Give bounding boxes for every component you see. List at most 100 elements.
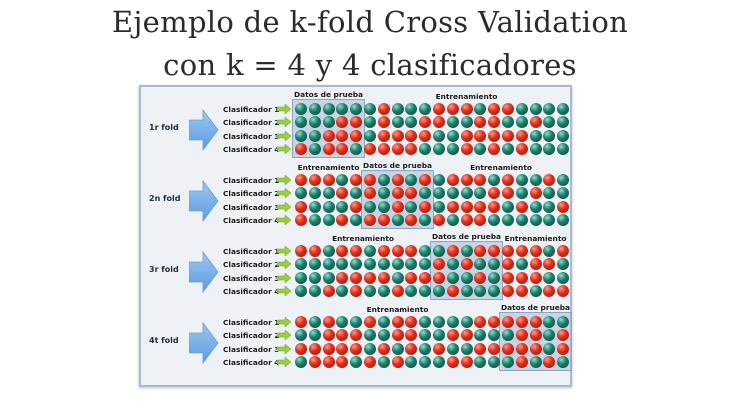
ball-icon <box>529 200 542 213</box>
ball-icon <box>336 213 349 226</box>
ball-icon <box>364 103 376 115</box>
ball-icon <box>377 355 390 368</box>
ball-icon <box>543 258 556 271</box>
ball-icon <box>350 258 363 271</box>
ball-icon <box>446 129 459 142</box>
ball-icon <box>557 116 570 129</box>
ball-icon <box>391 116 404 129</box>
ball-icon <box>557 174 570 186</box>
ball-icon <box>295 329 307 342</box>
classifier-label: Clasificador 4 <box>223 357 280 367</box>
right-arrow-icon <box>189 322 219 364</box>
ball-icon <box>446 142 459 155</box>
ball-icon <box>322 174 335 186</box>
ball-icon <box>322 342 335 355</box>
ball-icon <box>308 129 321 142</box>
ball-icon <box>364 316 376 328</box>
ball-icon <box>488 342 501 355</box>
ball-icon <box>350 103 363 115</box>
ball-icon <box>543 103 556 115</box>
ball-icon <box>391 329 404 342</box>
ball-icon <box>336 355 349 368</box>
ball-icon <box>391 213 404 226</box>
ball-icon <box>295 200 307 213</box>
ball-icon <box>350 329 363 342</box>
ball-icon <box>364 213 376 226</box>
ball-icon <box>502 200 514 213</box>
ball-icon <box>419 174 432 186</box>
ball-icon <box>336 329 349 342</box>
ball-icon <box>405 103 418 115</box>
ball-icon <box>446 103 459 115</box>
ball-icon <box>322 284 335 297</box>
ball-icon <box>433 174 445 186</box>
ball-icon <box>350 342 363 355</box>
ball-icon <box>502 316 514 328</box>
ball-icon <box>377 245 390 257</box>
ball-icon <box>364 142 376 155</box>
ball-icon <box>391 271 404 284</box>
ball-icon <box>543 355 556 368</box>
ball-icon <box>557 271 570 284</box>
ball-icon <box>322 129 335 142</box>
ball-icon <box>377 129 390 142</box>
ball-icon <box>405 284 418 297</box>
ball-icon <box>460 271 473 284</box>
ball-icon <box>336 200 349 213</box>
ball-icon <box>336 245 349 257</box>
training-label: Entrenamiento <box>504 234 567 243</box>
ball-icon <box>377 200 390 213</box>
ball-icon <box>515 284 528 297</box>
ball-icon <box>295 187 307 200</box>
ball-icon <box>391 258 404 271</box>
ball-icon <box>322 258 335 271</box>
test-data-label: Datos de prueba <box>362 161 433 170</box>
ball-icon <box>433 284 445 297</box>
ball-icon <box>419 245 432 257</box>
ball-icon <box>474 284 487 297</box>
ball-icon <box>474 271 487 284</box>
ball-icon <box>391 245 404 257</box>
ball-icon <box>419 284 432 297</box>
ball-icon <box>364 129 376 142</box>
ball-icon <box>405 187 418 200</box>
ball-icon <box>433 129 445 142</box>
ball-icon <box>391 129 404 142</box>
ball-icon <box>391 284 404 297</box>
ball-icon <box>557 316 570 328</box>
right-arrow-icon <box>189 180 219 222</box>
ball-icon <box>295 271 307 284</box>
ball-icon <box>322 142 335 155</box>
ball-icon <box>529 355 542 368</box>
small-right-arrow-icon <box>277 285 291 296</box>
ball-icon <box>364 329 376 342</box>
ball-icon <box>377 329 390 342</box>
ball-icon <box>419 129 432 142</box>
ball-icon <box>557 200 570 213</box>
ball-icon <box>557 187 570 200</box>
ball-icon <box>350 355 363 368</box>
small-right-arrow-icon <box>277 272 291 283</box>
ball-icon <box>405 142 418 155</box>
ball-icon <box>377 316 390 328</box>
ball-icon <box>557 329 570 342</box>
ball-icon <box>336 342 349 355</box>
ball-icon <box>433 213 445 226</box>
ball-icon <box>460 284 473 297</box>
ball-icon <box>295 103 307 115</box>
ball-icon <box>460 187 473 200</box>
ball-icon <box>488 174 501 186</box>
ball-icon <box>446 316 459 328</box>
ball-icon <box>488 103 501 115</box>
ball-icon <box>350 116 363 129</box>
ball-icon <box>322 245 335 257</box>
ball-icon <box>515 142 528 155</box>
ball-icon <box>350 284 363 297</box>
ball-icon <box>308 245 321 257</box>
ball-icon <box>322 271 335 284</box>
ball-icon <box>295 342 307 355</box>
ball-icon <box>543 116 556 129</box>
ball-icon <box>419 142 432 155</box>
ball-icon <box>529 142 542 155</box>
ball-icon <box>391 174 404 186</box>
